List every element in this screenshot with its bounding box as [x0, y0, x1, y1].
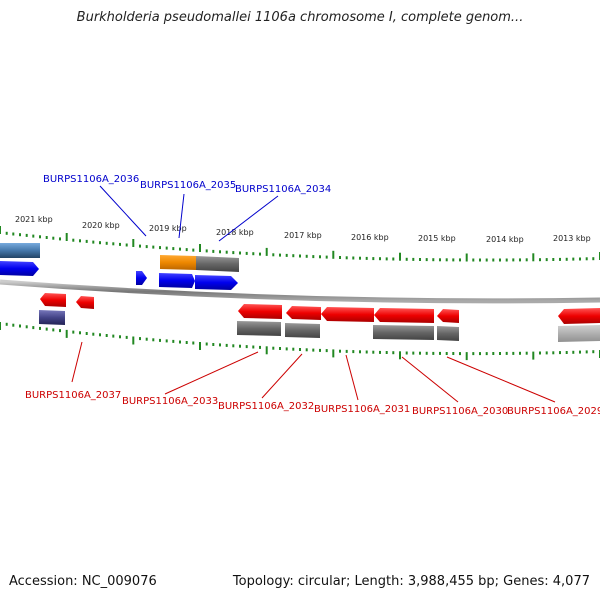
feature-gray-block[interactable] — [196, 256, 239, 272]
leader-line-2034 — [218, 195, 279, 242]
forward-strand-features — [0, 243, 239, 290]
gene-arrow-reverse-2037[interactable] — [40, 293, 66, 307]
leader-line-2029 — [446, 356, 556, 403]
feature-rna-orange[interactable] — [160, 255, 196, 270]
tick-label-2016: 2016 kbp — [351, 233, 389, 242]
gene-arrow-forward[interactable] — [0, 261, 39, 276]
feature-gray-block[interactable] — [373, 325, 434, 340]
feature-gray-block[interactable] — [285, 323, 320, 338]
tick-label-2019: 2019 kbp — [149, 224, 187, 233]
gene-arrow-forward[interactable] — [136, 271, 147, 285]
gene-arrow-reverse[interactable] — [437, 309, 459, 323]
leader-line-2030 — [401, 356, 459, 403]
map-title: Burkholderia pseudomallei 1106a chromoso… — [76, 10, 524, 25]
gene-label-2033[interactable]: BURPS1106A_2033 — [122, 396, 218, 407]
gene-label-2029[interactable]: BURPS1106A_2029 — [507, 406, 600, 417]
ruler-track-upper — [0, 226, 600, 262]
gene-label-2036[interactable]: BURPS1106A_2036 — [43, 174, 139, 185]
feature-steel-block[interactable] — [0, 243, 40, 258]
leader-line-2032 — [261, 353, 303, 399]
feature-lightgray-block[interactable] — [558, 325, 600, 342]
gene-label-2030[interactable]: BURPS1106A_2030 — [412, 406, 508, 417]
gene-labels-forward: BURPS1106A_2036 BURPS1106A_2035 BURPS110… — [43, 174, 331, 195]
gene-label-2035[interactable]: BURPS1106A_2035 — [140, 180, 236, 191]
gene-label-2031[interactable]: BURPS1106A_2031 — [314, 404, 410, 415]
gene-labels-reverse: BURPS1106A_2037 BURPS1106A_2033 BURPS110… — [25, 390, 600, 417]
ruler-track-lower — [0, 322, 600, 361]
tick-label-2020: 2020 kbp — [82, 221, 120, 230]
gene-label-2037[interactable]: BURPS1106A_2037 — [25, 390, 121, 401]
tick-label-2013: 2013 kbp — [553, 234, 591, 243]
leader-line-2036 — [99, 185, 147, 237]
gene-arrow-forward-2034[interactable] — [195, 275, 238, 290]
label-leader-lines — [71, 185, 556, 403]
leader-line-2033 — [164, 351, 259, 395]
feature-gray-block[interactable] — [437, 326, 459, 341]
gene-arrow-reverse-2032[interactable] — [286, 306, 321, 320]
tick-label-2015: 2015 kbp — [418, 234, 456, 243]
tick-label-2018: 2018 kbp — [216, 228, 254, 237]
genome-stats-text: Topology: circular; Length: 3,988,455 bp… — [232, 574, 590, 589]
tick-label-2017: 2017 kbp — [284, 231, 322, 240]
chromosome-backbone — [0, 279, 600, 304]
tick-label-2014: 2014 kbp — [486, 235, 524, 244]
gene-arrow-reverse-2031[interactable] — [321, 307, 374, 322]
feature-navy-block[interactable] — [39, 310, 65, 325]
reverse-strand-features — [39, 293, 600, 342]
gene-label-2034[interactable]: BURPS1106A_2034 — [235, 184, 331, 195]
leader-line-2031 — [345, 354, 359, 401]
accession-text: Accession: NC_009076 — [9, 574, 157, 589]
gene-arrow-reverse-2030[interactable] — [374, 308, 434, 323]
leader-line-2035 — [178, 193, 185, 239]
feature-gray-block[interactable] — [237, 321, 281, 336]
gene-arrow-reverse[interactable] — [76, 296, 94, 309]
leader-line-2037 — [71, 341, 83, 383]
ruler-tick-labels: 2021 kbp 2020 kbp 2019 kbp 2018 kbp 2017… — [15, 215, 591, 244]
gene-arrow-reverse-2029[interactable] — [558, 308, 600, 324]
tick-label-2021: 2021 kbp — [15, 215, 53, 224]
gene-arrow-forward-2035[interactable] — [159, 273, 195, 288]
gene-label-2032[interactable]: BURPS1106A_2032 — [218, 401, 314, 412]
gene-arrow-reverse-2033[interactable] — [238, 304, 282, 319]
